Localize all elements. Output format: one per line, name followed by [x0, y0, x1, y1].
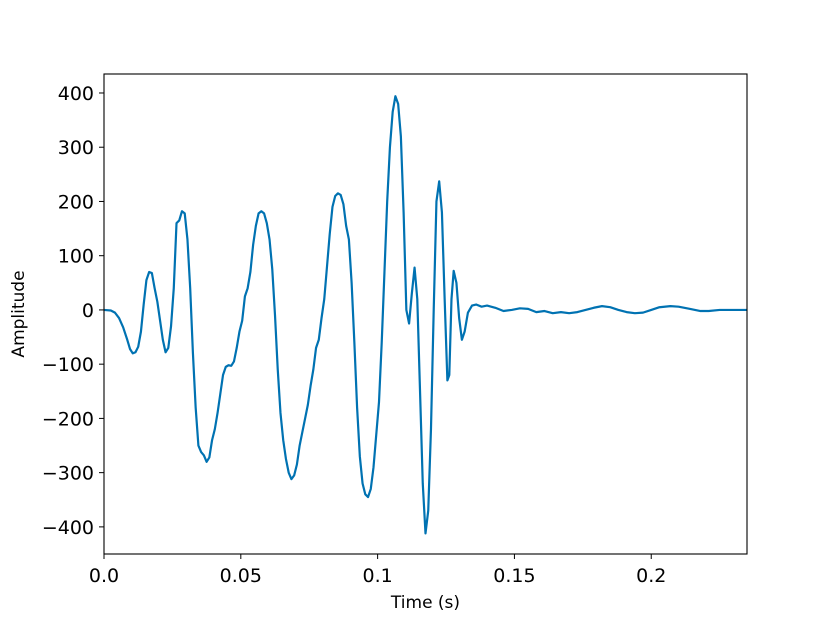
- series-line: [104, 95, 747, 535]
- y-tick-label: 0: [82, 300, 94, 322]
- y-axis-ticks: 400 300 200 100 0 −100 −200 −300 −400: [42, 83, 104, 539]
- x-tick-label: 0.2: [636, 565, 666, 587]
- y-tick-label: 400: [58, 83, 94, 105]
- x-tick-label: 0.1: [363, 565, 393, 587]
- plot-frame: [103, 73, 748, 555]
- x-axis-ticks: 0.0 0.05 0.1 0.15 0.2: [89, 554, 666, 587]
- y-tick-label: 200: [58, 191, 94, 213]
- y-tick-label: 100: [58, 246, 94, 268]
- y-tick-label: 300: [58, 137, 94, 159]
- x-tick-label: 0.05: [220, 565, 262, 587]
- x-tick-label: 0.0: [89, 565, 119, 587]
- y-tick-label: −100: [42, 354, 94, 376]
- x-tick-label: 0.15: [493, 565, 535, 587]
- y-tick-label: −200: [42, 408, 94, 430]
- y-tick-label: −400: [42, 517, 94, 539]
- y-axis-title: Amplitude: [9, 270, 29, 357]
- y-tick-label: −300: [42, 463, 94, 485]
- x-axis-title: Time (s): [390, 593, 460, 613]
